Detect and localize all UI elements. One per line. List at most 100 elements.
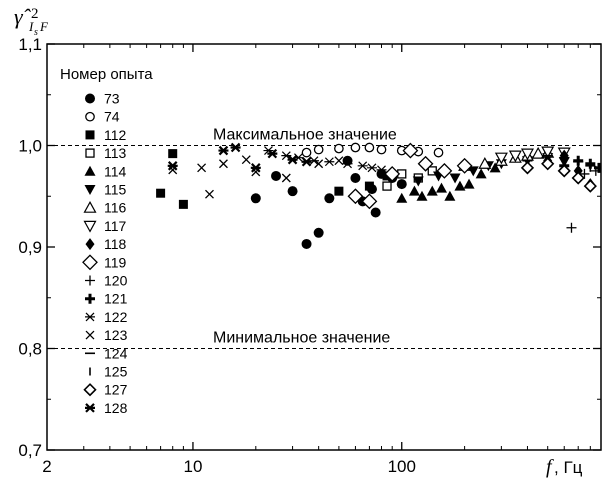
data-point-114 — [426, 185, 438, 196]
data-point-123 — [281, 173, 291, 183]
y-tick-label: 1,0 — [18, 137, 42, 156]
data-point-112 — [178, 199, 188, 209]
y-axis-label-subscript-end: F — [39, 19, 49, 34]
data-point-117 — [520, 148, 534, 161]
data-point-122 — [324, 157, 335, 167]
data-point-119 — [402, 142, 419, 159]
data-point-73 — [313, 227, 324, 238]
legend-label: 114 — [104, 163, 127, 179]
legend-label: 127 — [104, 382, 128, 398]
x-tick-label: 2 — [42, 457, 51, 476]
legend-marker-73 — [85, 93, 95, 104]
data-point-115 — [412, 176, 424, 187]
data-point-114 — [444, 190, 456, 201]
data-point-113 — [427, 166, 437, 176]
data-point-114 — [463, 178, 475, 189]
legend-label: 117 — [104, 218, 127, 234]
data-point-112 — [156, 188, 166, 198]
y-tick-label: 0,7 — [18, 441, 42, 460]
data-point-116 — [531, 146, 545, 159]
data-point-120 — [566, 222, 577, 233]
data-point-117 — [494, 152, 508, 165]
data-point-123 — [314, 159, 324, 169]
data-point-128 — [267, 148, 278, 159]
data-point-119 — [436, 162, 453, 179]
x-axis-label-variable: f — [546, 456, 554, 478]
legend-label: 125 — [104, 364, 128, 380]
legend-marker-123 — [85, 330, 95, 340]
legend-title: Номер опыта — [60, 66, 153, 83]
data-point-74 — [433, 147, 444, 158]
data-point-114 — [408, 185, 420, 196]
data-point-74 — [350, 142, 361, 153]
legend-marker-128 — [85, 403, 95, 413]
reference-line-label: Минимальное значение — [213, 330, 390, 347]
data-point-122 — [376, 165, 387, 175]
legend-marker-113 — [85, 148, 95, 158]
legend-marker-119 — [82, 254, 98, 271]
data-point-123 — [334, 156, 344, 166]
legend-marker-74 — [85, 111, 95, 122]
data-point-115 — [449, 173, 461, 184]
data-point-123 — [241, 155, 251, 165]
data-point-112 — [364, 181, 374, 191]
legend-marker-112 — [85, 130, 95, 140]
y-axis-label-subscript: I — [28, 19, 34, 34]
legend-label: 112 — [104, 127, 127, 143]
legend-label: 118 — [104, 236, 127, 252]
data-point-119 — [456, 157, 473, 174]
data-point-119 — [417, 155, 434, 172]
data-point-73 — [350, 172, 361, 183]
legend-label: 113 — [104, 145, 127, 161]
data-point-113 — [382, 181, 392, 191]
data-point-73 — [250, 193, 261, 204]
data-point-128 — [287, 154, 298, 165]
legend-marker-118 — [85, 238, 95, 251]
legend-marker-121 — [85, 293, 95, 304]
data-point-123 — [205, 189, 214, 199]
data-point-74 — [364, 142, 375, 153]
data-point-114 — [475, 168, 487, 179]
data-point-114 — [435, 182, 447, 193]
legend-label: 116 — [104, 200, 127, 216]
data-point-127 — [520, 161, 535, 175]
data-point-122 — [366, 163, 377, 173]
data-point-74 — [334, 143, 344, 154]
data-point-112 — [168, 149, 178, 159]
data-point-122 — [357, 161, 368, 171]
data-point-120 — [579, 168, 590, 179]
data-point-73 — [396, 179, 407, 190]
legend-label: 122 — [104, 309, 128, 325]
legend-marker-120 — [85, 275, 95, 286]
legend-marker-115 — [84, 185, 96, 195]
axis-ticks — [46, 43, 602, 451]
legend-label: 74 — [104, 109, 120, 125]
data-point-114 — [454, 180, 466, 191]
data-point-73 — [301, 238, 312, 249]
y-axis-label-superscript: 2 — [31, 6, 39, 22]
x-axis-label: f , Гц — [546, 456, 583, 478]
legend-marker-114 — [84, 165, 96, 176]
data-point-116 — [478, 157, 492, 169]
legend-marker-116 — [83, 200, 97, 213]
data-point-123 — [218, 159, 228, 169]
x-axis-label-unit: , Гц — [554, 458, 583, 477]
data-point-123 — [197, 163, 207, 173]
data-point-114 — [489, 162, 501, 173]
data-point-117 — [508, 150, 522, 163]
data-point-128 — [167, 161, 178, 171]
data-point-117 — [541, 146, 555, 159]
x-tick-label: 10 — [183, 457, 202, 476]
legend-marker-127 — [83, 383, 97, 397]
data-point-119 — [384, 166, 401, 182]
legend-label: 121 — [104, 291, 128, 307]
legend-label: 115 — [104, 182, 127, 198]
y-axis-label-sub-subscript: s — [34, 27, 38, 38]
data-point-119 — [347, 188, 364, 205]
reference-line-label: Максимальное значение — [213, 127, 397, 144]
data-point-73 — [271, 170, 282, 181]
data-point-127 — [583, 179, 597, 193]
data-point-122 — [342, 159, 353, 169]
y-tick-label: 0,9 — [18, 238, 42, 257]
